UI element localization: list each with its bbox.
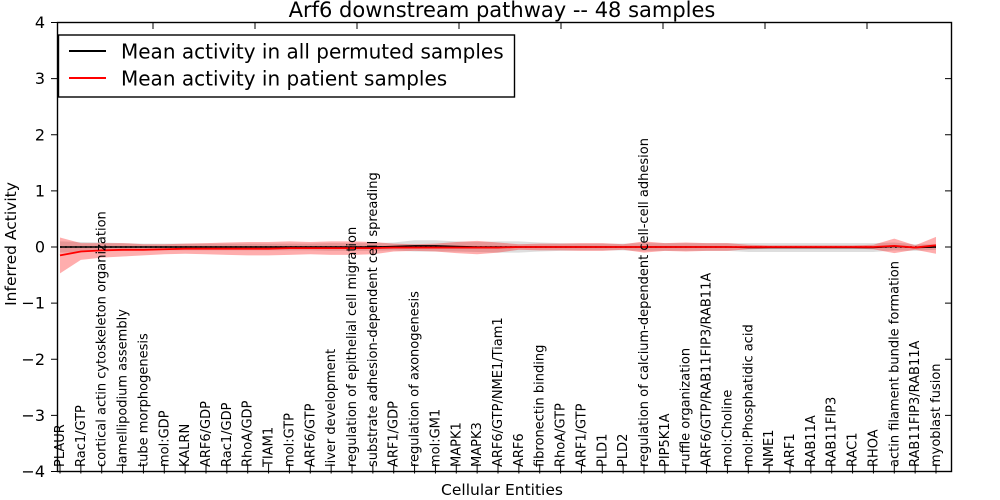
x-category-label: RAC1 bbox=[846, 432, 861, 467]
x-category-label: ARF1/GDP bbox=[387, 401, 402, 467]
chart-title: Arf6 downstream pathway -- 48 samples bbox=[289, 0, 716, 22]
y-tick-label: −4 bbox=[21, 462, 45, 481]
x-category-label: PLD1 bbox=[595, 434, 610, 467]
legend: Mean activity in all permuted samples Me… bbox=[57, 34, 516, 98]
x-category-label: ruffle organization bbox=[679, 348, 694, 467]
x-category-label: RAB11FIP3 bbox=[825, 397, 840, 467]
y-tick-label: −1 bbox=[21, 294, 45, 313]
x-category-label: tube morphogenesis bbox=[136, 333, 151, 467]
x-category-label: mol:GM1 bbox=[428, 409, 443, 467]
legend-label-permuted: Mean activity in all permuted samples bbox=[121, 40, 504, 64]
x-category-label: mol:GTP bbox=[282, 413, 297, 467]
x-category-label: cortical actin cytoskeleton organization bbox=[95, 211, 110, 467]
x-category-label: mol:Phosphatidic acid bbox=[741, 324, 756, 467]
x-category-label: TIAM1 bbox=[262, 427, 277, 468]
x-category-label: ARF6 bbox=[512, 433, 527, 467]
x-category-label: RAB11A bbox=[804, 415, 819, 467]
mean-line-patient bbox=[59, 244, 937, 257]
x-category-label: ARF6/GTP/RAB11FIP3/RAB11A bbox=[700, 273, 715, 467]
x-category-label: substrate adhesion-dependent cell spread… bbox=[366, 172, 381, 467]
x-category-label: PIP5K1A bbox=[658, 413, 673, 467]
x-category-label: KALRN bbox=[178, 424, 193, 467]
y-axis-label: Inferred Activity bbox=[2, 182, 20, 306]
x-category-label: Rac1/GTP bbox=[74, 405, 89, 467]
x-category-label: regulation of epithelial cell migration bbox=[345, 227, 360, 467]
x-category-label: PLD2 bbox=[616, 434, 631, 467]
y-tick-label: 1 bbox=[35, 181, 45, 200]
x-category-label: lamellipodium assembly bbox=[116, 309, 131, 467]
y-tick-label: 0 bbox=[35, 238, 45, 257]
x-category-label: fibronectin binding bbox=[533, 345, 548, 467]
x-category-label: actin filament bundle formation bbox=[887, 261, 902, 467]
x-category-label: ARF1/GTP bbox=[574, 403, 589, 467]
x-category-label: liver development bbox=[324, 349, 339, 467]
legend-box bbox=[57, 34, 516, 98]
x-category-label: Rac1/GDP bbox=[220, 402, 235, 467]
band-patient-std bbox=[60, 236, 936, 274]
x-category-label: RhoA/GTP bbox=[554, 403, 569, 467]
x-category-label: RHOA bbox=[866, 429, 881, 467]
y-tick-label: 3 bbox=[35, 69, 45, 88]
x-category-label: mol:Choline bbox=[720, 390, 735, 467]
x-category-label: regulation of axonogenesis bbox=[408, 291, 423, 467]
y-tick-label: 2 bbox=[35, 125, 45, 144]
x-category-label: mol:GDP bbox=[157, 410, 172, 467]
legend-label-patient: Mean activity in patient samples bbox=[121, 67, 447, 91]
x-category-label: ARF6/GTP bbox=[303, 403, 318, 467]
x-category-label: MAPK1 bbox=[449, 422, 464, 467]
x-category-label: ARF6/GDP bbox=[199, 401, 214, 467]
plot-area: PLAUR Rac1/GTP cortical actin cytoskeleton… bbox=[21, 13, 953, 481]
x-category-label: ARF1 bbox=[783, 433, 798, 467]
x-category-label: ARF6/GTP/NME1/Tiam1 bbox=[491, 317, 506, 467]
x-category-label: myoblast fusion bbox=[929, 363, 944, 467]
x-axis-label: Cellular Entities bbox=[441, 481, 563, 499]
y-tick-label: −2 bbox=[21, 350, 45, 369]
x-category-label: RhoA/GDP bbox=[241, 400, 256, 467]
x-category-label: regulation of calcium-dependent cell-cel… bbox=[637, 138, 652, 467]
x-category-label: MAPK3 bbox=[470, 422, 485, 467]
y-tick-label: −3 bbox=[21, 406, 45, 425]
x-category-label: PLAUR bbox=[53, 424, 68, 467]
y-tick-label: 4 bbox=[35, 13, 45, 32]
x-category-label: NME1 bbox=[762, 430, 777, 467]
x-category-label: RAB11FIP3/RAB11A bbox=[908, 340, 923, 467]
